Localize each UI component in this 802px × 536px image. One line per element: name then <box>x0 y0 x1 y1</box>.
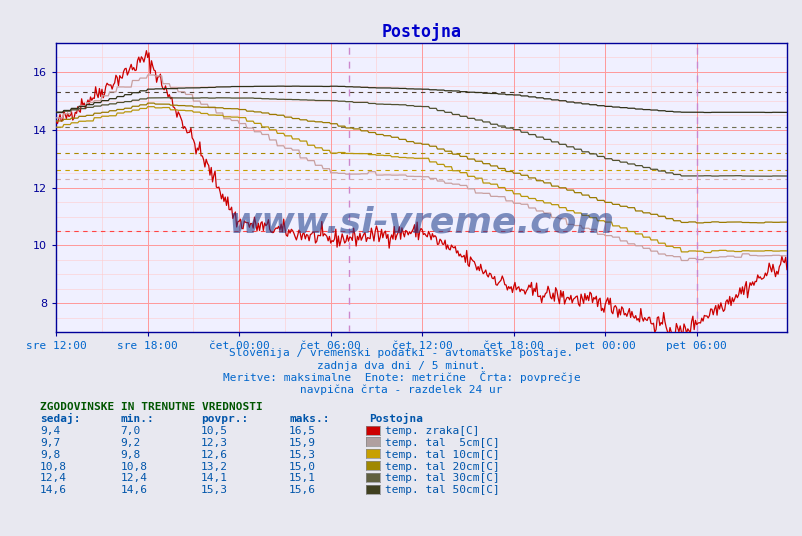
Text: 12,6: 12,6 <box>200 450 228 460</box>
Text: 15,9: 15,9 <box>289 438 316 448</box>
Text: www.si-vreme.com: www.si-vreme.com <box>229 205 614 240</box>
Text: temp. tal 20cm[C]: temp. tal 20cm[C] <box>385 461 500 472</box>
Text: 15,0: 15,0 <box>289 461 316 472</box>
Text: temp. tal 10cm[C]: temp. tal 10cm[C] <box>385 450 500 460</box>
Text: 9,7: 9,7 <box>40 438 60 448</box>
Text: 13,2: 13,2 <box>200 461 228 472</box>
Text: 14,1: 14,1 <box>200 473 228 483</box>
Text: min.:: min.: <box>120 414 154 425</box>
Text: 15,3: 15,3 <box>289 450 316 460</box>
Text: zadnja dva dni / 5 minut.: zadnja dva dni / 5 minut. <box>317 361 485 371</box>
Text: 15,3: 15,3 <box>200 485 228 495</box>
Text: Meritve: maksimalne  Enote: metrične  Črta: povprečje: Meritve: maksimalne Enote: metrične Črta… <box>222 371 580 383</box>
Text: 10,8: 10,8 <box>40 461 67 472</box>
Text: sedaj:: sedaj: <box>40 413 80 425</box>
Text: temp. tal  5cm[C]: temp. tal 5cm[C] <box>385 438 500 448</box>
Text: povpr.:: povpr.: <box>200 414 248 425</box>
Text: temp. tal 30cm[C]: temp. tal 30cm[C] <box>385 473 500 483</box>
Text: 12,4: 12,4 <box>40 473 67 483</box>
Text: 9,8: 9,8 <box>120 450 140 460</box>
Text: 10,8: 10,8 <box>120 461 148 472</box>
Text: navpična črta - razdelek 24 ur: navpična črta - razdelek 24 ur <box>300 385 502 396</box>
Text: 14,6: 14,6 <box>120 485 148 495</box>
Text: maks.:: maks.: <box>289 414 329 425</box>
Text: ZGODOVINSKE IN TRENUTNE VREDNOSTI: ZGODOVINSKE IN TRENUTNE VREDNOSTI <box>40 402 262 412</box>
Text: temp. tal 50cm[C]: temp. tal 50cm[C] <box>385 485 500 495</box>
Text: 9,8: 9,8 <box>40 450 60 460</box>
Text: Postojna: Postojna <box>369 413 423 425</box>
Text: 14,6: 14,6 <box>40 485 67 495</box>
Text: 9,4: 9,4 <box>40 426 60 436</box>
Text: 10,5: 10,5 <box>200 426 228 436</box>
Text: 15,6: 15,6 <box>289 485 316 495</box>
Text: 15,1: 15,1 <box>289 473 316 483</box>
Text: 16,5: 16,5 <box>289 426 316 436</box>
Text: 12,3: 12,3 <box>200 438 228 448</box>
Text: 12,4: 12,4 <box>120 473 148 483</box>
Text: Slovenija / vremenski podatki - avtomatske postaje.: Slovenija / vremenski podatki - avtomats… <box>229 348 573 359</box>
Text: temp. zraka[C]: temp. zraka[C] <box>385 426 480 436</box>
Text: 9,2: 9,2 <box>120 438 140 448</box>
Text: 7,0: 7,0 <box>120 426 140 436</box>
Title: Postojna: Postojna <box>381 24 461 41</box>
